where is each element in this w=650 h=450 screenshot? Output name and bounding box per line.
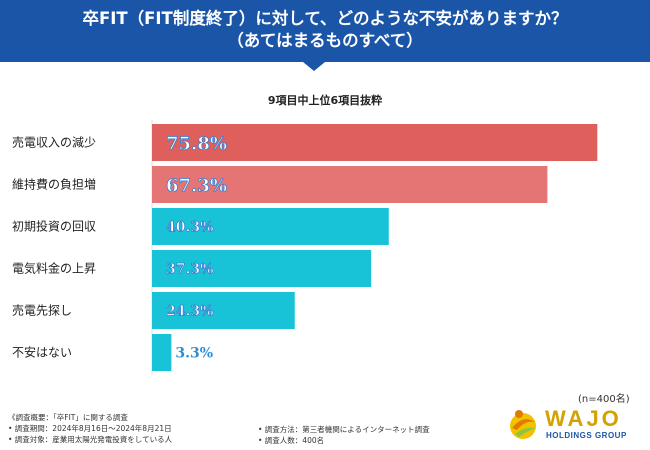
footnote-period: • 調査期間：2024年8月16日〜2024年8月21日 — [8, 424, 172, 433]
category-label: 初期投資の回収 — [12, 219, 96, 234]
category-label: 不安はない — [12, 345, 72, 360]
bar — [152, 166, 548, 203]
chart-subtitle: 9項目中上位6項目抜粋 — [267, 94, 383, 107]
bar — [152, 208, 389, 245]
header-title-line2: （あてはまるものすべて） — [227, 31, 423, 50]
footnote-count: • 調査人数：400名 — [258, 436, 325, 445]
footnote-target: • 調査対象：産業用太陽光発電投資をしている人 — [8, 435, 173, 444]
value-label: 24.3% — [166, 304, 213, 320]
chart-header: 卒FIT（FIT制度終了）に対して、どのような不安がありますか？ （あてはまるも… — [0, 0, 650, 62]
footnote-overview: 《調査概要：「卒FIT」に関する調査 — [8, 413, 128, 422]
value-label: 37.3% — [166, 262, 213, 278]
bar — [152, 292, 295, 329]
survey-footnotes-right: • 調査方法：第三者機関によるインターネット調査 • 調査人数：400名 — [258, 424, 430, 446]
logo-mark-icon — [510, 410, 536, 439]
category-label: 売電収入の減少 — [12, 135, 96, 150]
bar — [152, 334, 172, 371]
company-logo: WAJO HOLDINGS GROUP — [505, 404, 640, 444]
category-label: 維持費の負担増 — [12, 177, 96, 192]
value-label: 40.3% — [166, 220, 213, 236]
value-label: 75.8% — [166, 134, 227, 155]
header-title-line1: 卒FIT（FIT制度終了）に対して、どのような不安がありますか？ — [82, 9, 568, 28]
header-notch — [303, 62, 325, 71]
bar — [152, 250, 372, 287]
value-label: 3.3% — [175, 346, 213, 362]
category-label: 電気料金の上昇 — [12, 261, 96, 276]
category-label: 売電先探し — [12, 303, 72, 318]
footnote-method: • 調査方法：第三者機関によるインターネット調査 — [258, 425, 430, 434]
sample-size: (n=400名) — [578, 394, 630, 405]
survey-footnotes: 《調査概要：「卒FIT」に関する調査 • 調査期間：2024年8月16日〜202… — [8, 412, 172, 445]
logo-wordmark: WAJO — [545, 406, 622, 431]
value-label: 67.3% — [166, 176, 227, 197]
bar — [152, 124, 598, 161]
logo-subtext: HOLDINGS GROUP — [546, 431, 627, 440]
